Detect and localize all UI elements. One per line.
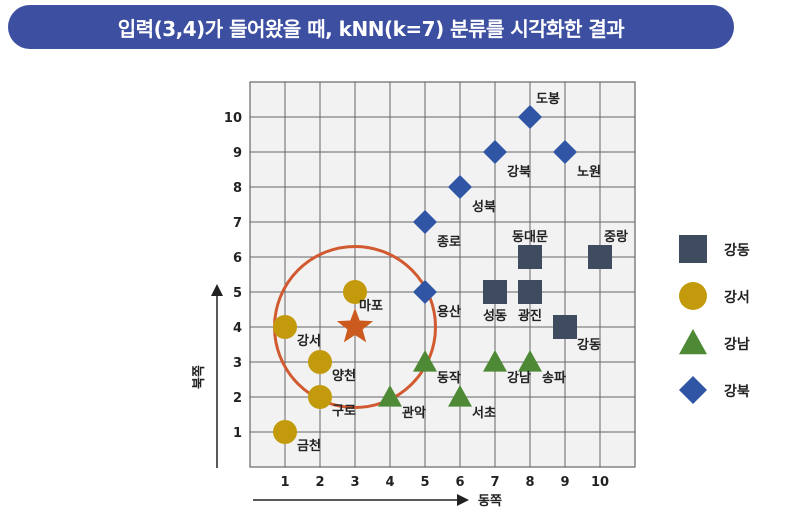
y-axis-title: 북쪽 (192, 365, 207, 389)
page-title: 입력(3,4)가 들어왔을 때, kNN(k=7) 분류를 시각화한 결과 (117, 16, 625, 41)
diamond-point (483, 140, 507, 164)
point-label: 관악 (402, 405, 426, 421)
plot-area (249, 81, 636, 468)
circle-point (273, 315, 297, 339)
axes: 동쪽 북쪽 (192, 284, 502, 509)
diamond-point (413, 280, 437, 304)
triangle-point (518, 350, 542, 372)
diamond-point (518, 105, 542, 129)
circle-point (308, 385, 332, 409)
point-label: 성북 (472, 200, 496, 215)
point-label: 광진 (518, 308, 542, 324)
x-tick-label: 3 (350, 475, 359, 490)
square-point (553, 315, 577, 339)
point-label: 마포 (359, 298, 383, 314)
y-tick-label: 4 (233, 321, 242, 336)
point-label: 강동 (577, 337, 601, 353)
point-label: 종로 (437, 235, 461, 250)
x-tick-label: 1 (280, 475, 289, 490)
point-label: 동대문 (512, 230, 548, 245)
y-tick-label: 5 (233, 286, 242, 301)
grid (249, 81, 636, 468)
legend-entry-label: 강남 (724, 336, 750, 353)
point-label: 성동 (483, 309, 507, 324)
legend-triangle-icon (679, 329, 707, 355)
diamond-point (448, 175, 472, 199)
point-label: 도봉 (536, 92, 560, 107)
x-tick-label: 10 (591, 475, 609, 490)
y-tick-label: 2 (233, 391, 242, 406)
legend-square-icon (679, 235, 707, 263)
x-axis-title: 동쪽 (478, 494, 502, 509)
x-tick-label: 4 (385, 475, 394, 490)
point-label: 노원 (577, 165, 601, 180)
legend-entry-label: 강북 (724, 383, 750, 400)
point-label: 양천 (332, 369, 356, 384)
legend-entry-label: 강서 (724, 289, 750, 306)
y-tick-label: 6 (233, 251, 242, 266)
square-point (483, 280, 507, 304)
point-label: 송파 (542, 371, 566, 386)
triangle-point (448, 385, 472, 407)
point-label: 용산 (437, 304, 461, 320)
y-tick-label: 10 (224, 111, 242, 126)
point-label: 강서 (297, 333, 321, 349)
title-banner: 입력(3,4)가 들어왔을 때, kNN(k=7) 분류를 시각화한 결과 (8, 5, 734, 49)
point-label: 구로 (332, 404, 356, 419)
point-label: 강남 (507, 370, 531, 386)
x-tick-label: 8 (525, 475, 534, 490)
square-point (518, 245, 542, 269)
x-tick-label: 6 (455, 475, 464, 490)
point-label: 중랑 (604, 230, 628, 245)
triangle-point (378, 385, 402, 407)
x-tick-label: 5 (420, 475, 429, 490)
circle-point (273, 420, 297, 444)
square-point (588, 245, 612, 269)
legend-diamond-icon (679, 376, 707, 404)
point-label: 동작 (437, 370, 461, 386)
y-tick-label: 7 (233, 216, 242, 231)
tick-labels: 1 2 3 4 5 6 7 8 9 10 1 2 3 4 5 6 7 8 9 10 (224, 111, 609, 490)
square-point (518, 280, 542, 304)
x-tick-label: 2 (315, 475, 324, 490)
diamond-point (553, 140, 577, 164)
legend-entry-label: 강동 (724, 242, 750, 259)
point-label: 금천 (297, 439, 321, 454)
y-tick-label: 8 (233, 181, 242, 196)
circle-point (343, 280, 367, 304)
triangle-point (483, 350, 507, 372)
triangle-point (413, 350, 437, 372)
y-tick-label: 3 (233, 356, 242, 371)
point-label: 서초 (472, 406, 496, 421)
data-points (273, 105, 612, 444)
point-label: 강북 (507, 164, 531, 180)
x-tick-label: 9 (560, 475, 569, 490)
circle-point (308, 350, 332, 374)
y-tick-label: 9 (233, 146, 242, 161)
query-point-star (336, 308, 374, 343)
x-tick-label: 7 (490, 475, 499, 490)
legend-circle-icon (679, 282, 707, 310)
y-tick-label: 1 (233, 426, 242, 441)
diamond-point (413, 210, 437, 234)
